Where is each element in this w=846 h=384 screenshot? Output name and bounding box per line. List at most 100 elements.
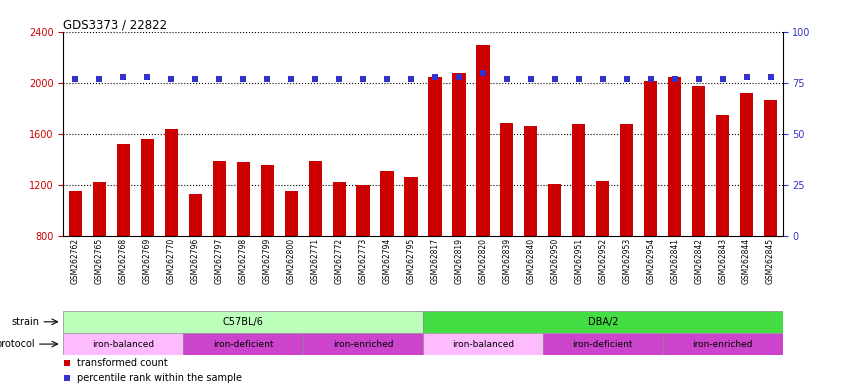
Bar: [428, 77, 442, 236]
Bar: [189, 194, 202, 236]
Point: [332, 76, 346, 82]
Bar: [261, 165, 274, 236]
Bar: [692, 86, 706, 236]
Bar: [69, 191, 82, 236]
Text: GSM262819: GSM262819: [454, 238, 464, 284]
Point: [572, 76, 585, 82]
Point: [644, 76, 657, 82]
Point: [667, 76, 681, 82]
Point: [716, 76, 729, 82]
Point: [140, 74, 154, 80]
Bar: [453, 73, 465, 236]
Bar: [620, 124, 634, 236]
Text: GSM262799: GSM262799: [263, 238, 272, 284]
Point: [548, 76, 562, 82]
Point: [764, 74, 777, 80]
Bar: [572, 124, 585, 236]
Text: GSM262840: GSM262840: [526, 238, 536, 284]
Text: GSM262843: GSM262843: [718, 238, 727, 284]
Bar: [596, 181, 609, 236]
Point: [596, 76, 609, 82]
Text: GSM262765: GSM262765: [95, 238, 104, 284]
Bar: [764, 100, 777, 236]
Bar: [237, 162, 250, 236]
Bar: [716, 115, 729, 236]
Point: [236, 76, 250, 82]
Point: [620, 76, 634, 82]
Point: [284, 76, 298, 82]
Bar: [644, 81, 657, 236]
Point: [212, 76, 226, 82]
Text: GSM262769: GSM262769: [143, 238, 151, 284]
Bar: [404, 177, 418, 236]
Text: DBA/2: DBA/2: [587, 317, 618, 327]
Text: GSM262820: GSM262820: [479, 238, 487, 284]
Bar: [662, 333, 783, 355]
Bar: [543, 333, 662, 355]
Text: iron-balanced: iron-balanced: [92, 339, 155, 349]
Point: [356, 76, 370, 82]
Bar: [212, 161, 226, 236]
Bar: [140, 139, 154, 236]
Bar: [381, 171, 393, 236]
Point: [500, 76, 514, 82]
Point: [69, 76, 82, 82]
Point: [380, 76, 393, 82]
Bar: [356, 185, 370, 236]
Bar: [117, 144, 130, 236]
Text: strain: strain: [11, 317, 39, 327]
Text: GSM262839: GSM262839: [503, 238, 511, 284]
Bar: [423, 333, 543, 355]
Text: GSM262797: GSM262797: [215, 238, 223, 284]
Text: C57BL/6: C57BL/6: [222, 317, 264, 327]
Text: GSM262771: GSM262771: [310, 238, 320, 284]
Text: GSM262800: GSM262800: [287, 238, 295, 284]
Text: GSM262794: GSM262794: [382, 238, 392, 284]
Bar: [309, 161, 321, 236]
Bar: [525, 126, 537, 236]
Bar: [284, 191, 298, 236]
Bar: [303, 333, 423, 355]
Bar: [165, 129, 178, 236]
Bar: [423, 311, 783, 333]
Text: GSM262953: GSM262953: [623, 238, 631, 284]
Point: [476, 70, 490, 76]
Text: percentile rank within the sample: percentile rank within the sample: [77, 372, 242, 383]
Text: iron-enriched: iron-enriched: [692, 339, 753, 349]
Bar: [476, 45, 490, 236]
Text: GSM262795: GSM262795: [407, 238, 415, 284]
Bar: [668, 77, 681, 236]
Bar: [332, 182, 346, 236]
Text: GSM262768: GSM262768: [119, 238, 128, 284]
Text: GSM262842: GSM262842: [695, 238, 703, 284]
Bar: [93, 182, 106, 236]
Point: [117, 74, 130, 80]
Text: protocol: protocol: [0, 339, 35, 349]
Text: GSM262841: GSM262841: [670, 238, 679, 284]
Bar: [740, 93, 753, 236]
Bar: [184, 333, 303, 355]
Point: [692, 76, 706, 82]
Text: GSM262950: GSM262950: [551, 238, 559, 284]
Text: GSM262773: GSM262773: [359, 238, 367, 284]
Bar: [63, 311, 423, 333]
Text: GSM262844: GSM262844: [742, 238, 751, 284]
Text: GSM262770: GSM262770: [167, 238, 176, 284]
Point: [428, 74, 442, 80]
Point: [189, 76, 202, 82]
Point: [92, 76, 106, 82]
Text: GSM262951: GSM262951: [574, 238, 583, 284]
Text: GSM262952: GSM262952: [598, 238, 607, 284]
Point: [739, 74, 753, 80]
Point: [524, 76, 537, 82]
Bar: [548, 184, 562, 236]
Point: [404, 76, 418, 82]
Text: GSM262817: GSM262817: [431, 238, 439, 284]
Text: transformed count: transformed count: [77, 358, 168, 368]
Point: [164, 76, 178, 82]
Point: [261, 76, 274, 82]
Text: iron-deficient: iron-deficient: [213, 339, 273, 349]
Text: GSM262845: GSM262845: [766, 238, 775, 284]
Text: iron-balanced: iron-balanced: [452, 339, 514, 349]
Text: GSM262954: GSM262954: [646, 238, 655, 284]
